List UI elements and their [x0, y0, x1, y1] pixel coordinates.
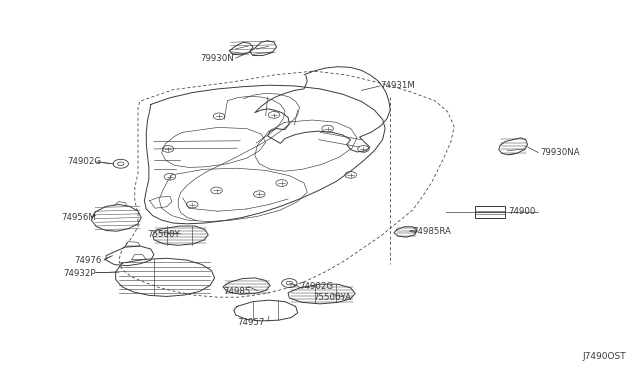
Text: 74932P: 74932P: [63, 269, 96, 278]
Text: 74985RA: 74985RA: [413, 227, 451, 236]
Text: 74902G: 74902G: [68, 157, 102, 166]
Text: 74931M: 74931M: [381, 81, 415, 90]
Text: 75500Y: 75500Y: [148, 230, 180, 239]
Text: 74900: 74900: [508, 208, 536, 217]
Text: 79930NA: 79930NA: [540, 148, 580, 157]
Text: 74957: 74957: [237, 318, 264, 327]
Text: 74956M: 74956M: [61, 213, 96, 222]
Text: 74976: 74976: [74, 256, 102, 264]
Text: 75500YA: 75500YA: [314, 294, 351, 302]
Text: 79930N: 79930N: [200, 54, 234, 62]
Text: 74985: 74985: [223, 287, 250, 296]
Text: 74902G: 74902G: [300, 282, 333, 291]
Bar: [474, 206, 505, 218]
Text: J7490OST: J7490OST: [583, 352, 627, 361]
